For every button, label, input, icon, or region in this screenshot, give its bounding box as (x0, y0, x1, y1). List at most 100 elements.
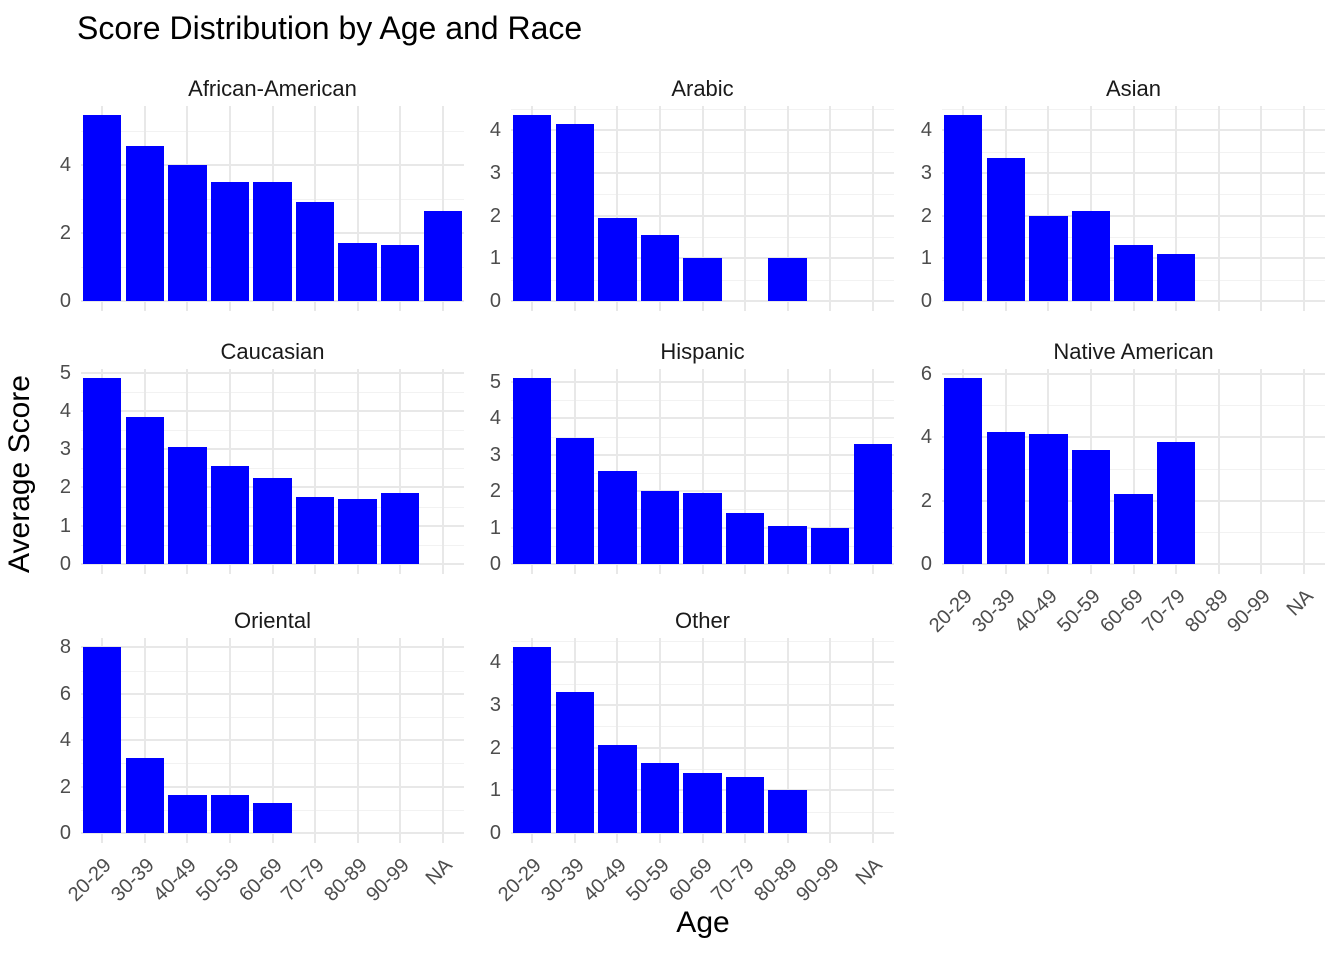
y-tick-label: 3 (489, 693, 501, 716)
bar-50-59 (1071, 211, 1111, 301)
facet-hispanic: Hispanic 0 1 2 3 4 5 (490, 339, 894, 649)
bar-30-39 (986, 157, 1025, 301)
facet-title: Other (674, 608, 731, 633)
gridline-vertical (658, 106, 661, 311)
gridline-vertical (658, 638, 661, 843)
gridline-vertical (399, 106, 402, 311)
y-tick-label: 0 (59, 822, 71, 844)
gridline-vertical (441, 369, 444, 574)
bar-50-59 (640, 762, 680, 833)
y-tick-label: 0 (59, 290, 71, 312)
y-tick-label: 2 (59, 221, 71, 244)
facet-title: African-American (188, 76, 357, 101)
gridline-vertical (701, 106, 704, 311)
facet-title: Hispanic (660, 339, 745, 364)
bar-80-89 (338, 243, 377, 301)
facet-oriental: Oriental 0 2 4 6 8 20-29 30-39 40-49 50-59 60-69 70… (60, 608, 464, 918)
y-tick-label: 0 (489, 822, 501, 844)
y-tick-label: 6 (59, 682, 71, 705)
bar-50-59 (210, 181, 250, 301)
gridline-vertical (1302, 106, 1305, 311)
facet-panel (511, 106, 894, 311)
gridline-vertical (829, 106, 832, 311)
gridline-vertical (314, 638, 317, 843)
bar-60-69 (1114, 494, 1153, 564)
y-tick-label: 0 (920, 290, 932, 312)
y-tick-label: 1 (59, 514, 71, 537)
bar-40-49 (168, 447, 207, 564)
y-tick-label: 4 (920, 426, 932, 449)
gridline-vertical (1175, 106, 1178, 311)
bar-40-49 (168, 164, 207, 301)
gridline-vertical (356, 638, 359, 843)
facet-panel (81, 369, 464, 574)
x-axis-title: Age (676, 906, 730, 939)
facet-other: Other 0 1 2 3 4 20-29 30-39 40-49 50-59 60-69 70-79… (490, 608, 894, 918)
bar-40-49 (598, 471, 637, 564)
facet-title: Oriental (233, 608, 312, 633)
y-tick-label: 3 (920, 161, 932, 184)
gridline-vertical (701, 369, 704, 574)
gridline-vertical (1302, 369, 1305, 574)
bar-40-49 (598, 745, 637, 833)
facet-african-american: African-American 0 2 4 (60, 76, 464, 386)
gridline-vertical (228, 638, 231, 843)
gridline-vertical (441, 106, 444, 311)
facet-caucasian: Caucasian 0 1 2 3 4 5 (60, 339, 464, 649)
gridline-vertical (744, 106, 747, 311)
gridline-vertical (441, 638, 444, 843)
bar-60-69 (683, 492, 722, 564)
bar-20-29 (513, 378, 552, 564)
y-tick-label: 5 (59, 361, 71, 384)
gridline-vertical (143, 638, 146, 843)
y-tick-label: 4 (489, 407, 501, 430)
facet-title: Asian (1105, 76, 1162, 101)
bar-80-89 (768, 790, 807, 833)
bar-70-79 (1156, 441, 1196, 564)
y-tick-label: 1 (489, 516, 501, 539)
bar-60-69 (253, 477, 292, 564)
gridline-vertical (314, 369, 317, 574)
bar-70-79 (725, 513, 765, 564)
bar-30-39 (555, 692, 594, 833)
bar-80-89 (768, 258, 807, 301)
facet-title: Native American (1053, 339, 1214, 364)
y-tick-label: 1 (920, 247, 932, 270)
y-tick-label: 3 (489, 161, 501, 184)
gridline-vertical (616, 106, 619, 311)
gridline-vertical (1260, 369, 1263, 574)
y-tick-label: 1 (489, 247, 501, 270)
y-tick-label: 3 (59, 438, 71, 461)
bar-60-69 (253, 802, 292, 833)
facet-panel (942, 106, 1325, 311)
y-tick-label: 8 (59, 636, 71, 659)
facet-native-american: Native American 0 2 4 6 20-29 30-39 40-49 50-59 6… (921, 339, 1325, 649)
y-tick-label: 4 (489, 119, 501, 142)
facet-asian: Asian 0 1 2 3 4 (921, 76, 1325, 386)
gridline-vertical (1217, 106, 1220, 311)
gridline-vertical (1132, 369, 1135, 574)
bar-20-29 (944, 378, 983, 564)
bar-60-69 (683, 258, 722, 301)
gridline-vertical (1132, 106, 1135, 311)
bar-20-29 (944, 115, 983, 301)
bar-70-79 (1156, 254, 1196, 301)
gridline-vertical (829, 369, 832, 574)
bar-60-69 (253, 181, 292, 301)
bar-30-39 (555, 123, 594, 301)
gridline-vertical (786, 106, 789, 311)
gridline-vertical (701, 638, 704, 843)
gridline-vertical (1047, 106, 1050, 311)
y-tick-label: 4 (59, 153, 71, 176)
gridline-vertical (399, 638, 402, 843)
gridline-vertical (186, 638, 189, 843)
facet-arabic: Arabic 0 1 2 3 4 (490, 76, 894, 386)
bar-80-89 (338, 498, 377, 564)
y-tick-label: 3 (489, 443, 501, 466)
y-tick-label: 2 (59, 775, 71, 798)
y-tick-label: 4 (59, 399, 71, 422)
y-tick-label: 4 (489, 651, 501, 674)
gridline-vertical (744, 638, 747, 843)
gridline-vertical (616, 638, 619, 843)
gridline-vertical (744, 369, 747, 574)
